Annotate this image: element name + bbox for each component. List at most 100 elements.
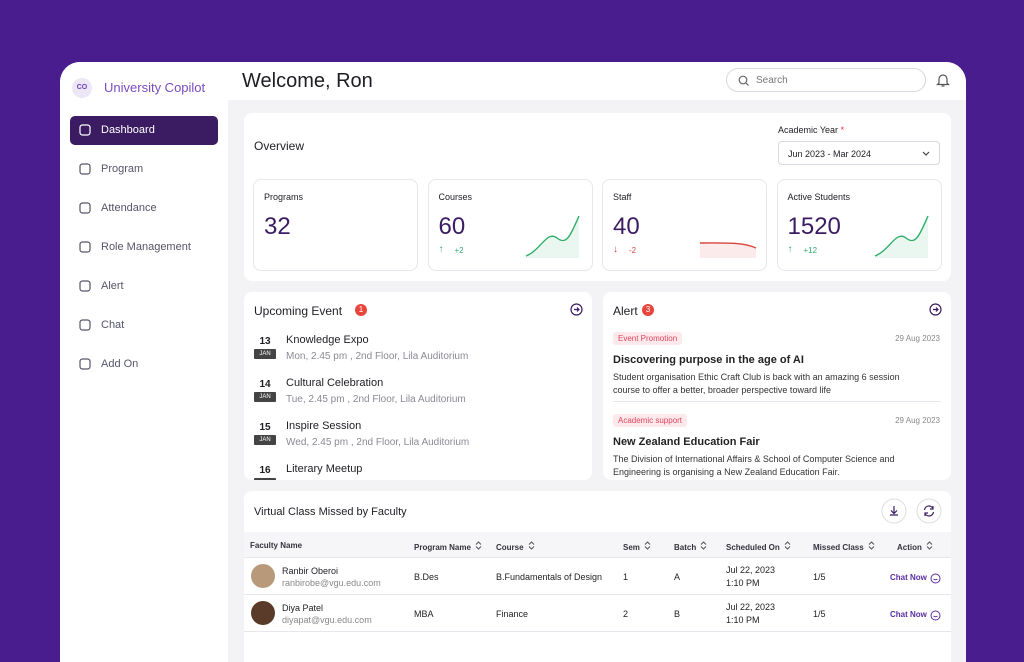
stat-card: Staff 40 ↓ -2 bbox=[602, 179, 767, 271]
stat-change: -2 bbox=[629, 246, 637, 255]
sort bbox=[475, 541, 482, 552]
chat-now[interactable]: Chat Now bbox=[890, 610, 927, 619]
cell-batch: A bbox=[674, 572, 681, 582]
events-more[interactable] bbox=[570, 303, 583, 316]
cell-missed: 1/5 bbox=[813, 572, 826, 582]
event-detail: Mon, 2.45 pm , 2nd Floor, Lila Auditoriu… bbox=[286, 351, 469, 362]
cell-program: MBA bbox=[414, 609, 434, 619]
sort-icon bbox=[475, 541, 482, 550]
alerts-panel: Alert 3 Event Promotion 29 Aug 2023 Discov… bbox=[603, 292, 951, 480]
nav-item[interactable]: Chat bbox=[70, 311, 218, 340]
event-title: Knowledge Expo bbox=[286, 334, 369, 346]
column-header[interactable]: Program Name bbox=[414, 541, 482, 552]
sparkline bbox=[603, 180, 768, 277]
column-header[interactable]: Action bbox=[897, 541, 933, 552]
cell-program: B.Des bbox=[414, 572, 439, 582]
year-label: Academic Year * bbox=[778, 125, 844, 135]
faculty-email: diyapat@vgu.edu.com bbox=[282, 615, 372, 625]
trend-arrow: ↑ bbox=[438, 244, 444, 255]
alerts-title: Alert bbox=[613, 304, 638, 318]
sort-icon bbox=[868, 541, 875, 550]
logo: CO bbox=[72, 78, 92, 98]
cell-course: Finance bbox=[496, 609, 529, 619]
nav-item[interactable]: Program bbox=[70, 155, 218, 184]
sparkline-svg bbox=[525, 215, 580, 258]
column-label: Missed Class bbox=[813, 543, 864, 552]
nav-icon bbox=[79, 319, 91, 331]
nav-label: Add On bbox=[101, 358, 139, 370]
column-header[interactable]: Sem bbox=[623, 541, 651, 552]
page: CO University Copilot Dashboard Program At… bbox=[60, 62, 966, 662]
stat-change: +12 bbox=[803, 246, 818, 255]
column-header[interactable]: Course bbox=[496, 541, 535, 552]
required-mark: * bbox=[840, 125, 845, 135]
nav-label: Attendance bbox=[101, 202, 157, 214]
avatar bbox=[251, 564, 275, 588]
column-header[interactable]: Missed Class bbox=[813, 541, 875, 552]
stat-value: 1520 bbox=[787, 213, 841, 240]
sort-icon bbox=[644, 541, 651, 550]
cell-sem: 2 bbox=[623, 609, 629, 619]
alerts-more[interactable] bbox=[929, 303, 942, 316]
row-divider bbox=[244, 631, 951, 632]
event-title: Literary Meetup bbox=[286, 463, 363, 475]
sparkline bbox=[429, 180, 594, 277]
search-placeholder: Search bbox=[756, 75, 788, 86]
stat-value: 32 bbox=[264, 213, 291, 240]
chat-icon bbox=[930, 571, 941, 589]
chevron bbox=[922, 151, 930, 156]
stat-card: Active Students 1520 ↑ +12 bbox=[776, 179, 942, 271]
chat-now[interactable]: Chat Now bbox=[890, 573, 927, 582]
stat-card: Programs 32 bbox=[253, 179, 418, 271]
stat-label: Staff bbox=[613, 192, 632, 202]
faculty-name: Ranbir Oberoi bbox=[282, 566, 339, 576]
event-day: 16 bbox=[259, 465, 271, 476]
column-header: Faculty Name bbox=[250, 541, 302, 550]
year-label-text: Academic Year bbox=[778, 125, 839, 135]
bell-icon[interactable] bbox=[936, 72, 950, 88]
refresh-button[interactable] bbox=[916, 498, 942, 524]
table-title: Virtual Class Missed by Faculty bbox=[254, 506, 407, 518]
nav-label: Role Management bbox=[101, 241, 191, 253]
divider bbox=[613, 401, 941, 402]
table-panel: Virtual Class Missed by Faculty Faculty … bbox=[244, 491, 951, 662]
sort bbox=[868, 541, 875, 552]
sort bbox=[644, 541, 651, 552]
column-header[interactable]: Scheduled On bbox=[726, 541, 791, 552]
overview-title: Overview bbox=[254, 139, 305, 153]
cell-time: 1:10 PM bbox=[726, 578, 760, 588]
event-month: JAN bbox=[254, 392, 276, 402]
alert-title: New Zealand Education Fair bbox=[613, 436, 760, 448]
header: Welcome, Ron Search bbox=[228, 62, 966, 100]
download-button[interactable] bbox=[881, 498, 907, 524]
sort bbox=[528, 541, 535, 552]
sort bbox=[700, 541, 707, 552]
brand: University Copilot bbox=[104, 80, 206, 95]
event-month: JAN bbox=[254, 435, 276, 445]
column-label: Scheduled On bbox=[726, 543, 780, 552]
event-title: Cultural Celebration bbox=[286, 377, 384, 389]
cell-missed: 1/5 bbox=[813, 609, 826, 619]
year-dropdown[interactable]: Jun 2023 - Mar 2024 bbox=[778, 141, 940, 165]
search-box[interactable]: Search bbox=[726, 68, 926, 92]
sort bbox=[926, 541, 933, 552]
cell-date: Jul 22, 2023 bbox=[726, 602, 776, 612]
column-header[interactable]: Batch bbox=[674, 541, 707, 552]
stat-label: Courses bbox=[438, 192, 473, 202]
nav-icon bbox=[79, 202, 91, 214]
sparkline bbox=[778, 180, 943, 277]
event-detail: Tue, 2.45 pm , 2nd Floor, Lila Auditoriu… bbox=[286, 394, 466, 405]
column-label: Batch bbox=[674, 543, 697, 552]
column-label: Action bbox=[897, 543, 922, 552]
event-title: Inspire Session bbox=[286, 420, 362, 432]
app-window: CO University Copilot Dashboard Program At… bbox=[60, 62, 966, 662]
alert-date: 29 Aug 2023 bbox=[895, 334, 940, 343]
nav-item[interactable]: Dashboard bbox=[70, 116, 218, 145]
nav-item[interactable]: Role Management bbox=[70, 233, 218, 262]
nav-item[interactable]: Alert bbox=[70, 272, 218, 301]
column-label: Program Name bbox=[414, 543, 471, 552]
sparkline-svg bbox=[874, 215, 929, 258]
nav-item[interactable]: Add On bbox=[70, 350, 218, 379]
sort-icon bbox=[926, 541, 933, 550]
nav-item[interactable]: Attendance bbox=[70, 194, 218, 223]
